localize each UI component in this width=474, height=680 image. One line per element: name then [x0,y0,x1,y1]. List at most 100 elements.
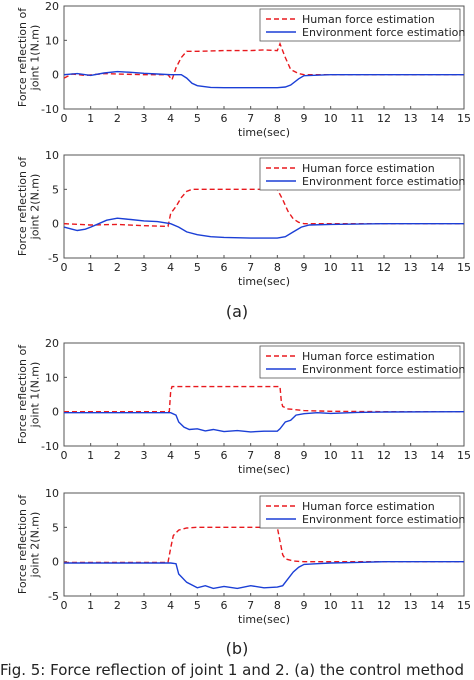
x-tick-label: 6 [221,261,228,274]
y-tick-label: -10 [41,440,59,453]
y-axis-label-line: joint 2(N.m) [28,512,41,579]
chart-1: 0 1 2 3 4 5 6 7 8 9 10 11 12 13 14 15-1001020time(sec)F… [16,0,471,139]
y-tick-label: -10 [41,103,59,116]
x-tick-label: 12 [377,599,391,612]
x-tick-label: 9 [301,112,308,125]
x-tick-label: 10 [324,449,338,462]
x-tick-label: 12 [377,449,391,462]
x-tick-label: 6 [221,599,228,612]
x-tick-label: 7 [247,449,254,462]
x-tick-label: 3 [141,261,148,274]
x-tick-label: 13 [404,599,418,612]
x-tick-label: 10 [324,599,338,612]
y-axis-label: Force reflection ofjoint 2(N.m) [16,494,42,594]
figure-caption: Fig. 5: Force reflection of joint 1 and … [0,661,464,679]
legend-label: Human force estimation [302,13,435,26]
x-tick-label: 7 [247,599,254,612]
x-tick-label: 11 [350,449,364,462]
x-tick-label: 4 [167,599,174,612]
legend-label: Environment force estimation [302,175,465,188]
x-tick-label: 8 [274,112,281,125]
chart-3: 0 1 2 3 4 5 6 7 8 9 10 11 12 13 14 15-1001020time(sec)F… [16,337,471,476]
chart-4: 0 1 2 3 4 5 6 7 8 9 10 11 12 13 14 15-50510time(sec)For… [16,487,471,626]
y-axis-label-line: joint 1(N.m) [28,362,41,429]
legend-label: Environment force estimation [302,513,465,526]
x-tick-label: 3 [141,449,148,462]
x-tick-label: 1 [87,112,94,125]
x-tick-label: 12 [377,261,391,274]
x-tick-label: 6 [221,112,228,125]
x-tick-label: 5 [194,449,201,462]
x-tick-label: 15 [457,449,471,462]
panel-a-label: (a) [226,302,248,321]
x-tick-label: 11 [350,261,364,274]
y-tick-label: 10 [45,149,59,162]
x-tick-label: 9 [301,599,308,612]
environment-force-line [64,561,464,590]
y-axis-label: Force reflection ofjoint 2(N.m) [16,156,42,256]
x-tick-label: 8 [274,599,281,612]
x-tick-label: 3 [141,112,148,125]
y-axis-label-line: joint 1(N.m) [28,25,41,92]
x-tick-label: 14 [430,112,444,125]
x-tick-label: 9 [301,261,308,274]
x-tick-label: 1 [87,449,94,462]
y-axis-label-line: Force reflection of [16,344,29,444]
human-force-line [64,385,464,413]
x-tick-label: 13 [404,112,418,125]
x-tick-label: 9 [301,449,308,462]
y-tick-label: 0 [52,556,59,569]
plots-layer: 0 1 2 3 4 5 6 7 8 9 10 11 12 13 14 15-1001020time(sec)F… [16,0,471,626]
x-axis-label: time(sec) [238,275,290,288]
x-tick-label: 6 [221,449,228,462]
x-tick-label: 5 [194,261,201,274]
x-tick-label: 5 [194,599,201,612]
y-tick-label: 0 [52,69,59,82]
x-tick-label: 1 [87,261,94,274]
human-force-line [63,41,464,82]
x-tick-label: 0 [61,112,68,125]
y-tick-label: 0 [52,218,59,231]
chart-2: 0 1 2 3 4 5 6 7 8 9 10 11 12 13 14 15-50510time(sec)For… [16,149,471,288]
x-axis-label: time(sec) [238,463,290,476]
x-tick-label: 2 [114,261,121,274]
legend-label: Human force estimation [302,500,435,513]
y-axis-label: Force reflection ofjoint 1(N.m) [16,344,42,444]
x-tick-label: 15 [457,261,471,274]
y-tick-label: 5 [52,521,59,534]
y-tick-label: -5 [48,590,59,603]
x-tick-label: 15 [457,599,471,612]
x-tick-label: 14 [430,599,444,612]
x-tick-label: 2 [114,599,121,612]
y-tick-label: 10 [45,371,59,384]
x-tick-label: 15 [457,112,471,125]
y-axis-label-line: Force reflection of [16,7,29,107]
legend-box [259,157,461,191]
x-tick-label: 0 [61,261,68,274]
y-tick-label: 10 [45,34,59,47]
x-tick-label: 10 [324,261,338,274]
legend-box [259,8,461,42]
x-tick-label: 8 [274,449,281,462]
environment-force-line [64,411,465,433]
y-axis-label: Force reflection ofjoint 1(N.m) [16,7,42,107]
x-tick-label: 11 [350,112,364,125]
y-tick-label: -5 [48,252,59,265]
x-tick-label: 12 [377,112,391,125]
legend-label: Human force estimation [302,162,435,175]
y-axis-label-line: joint 2(N.m) [28,174,41,241]
y-tick-label: 0 [52,406,59,419]
y-tick-label: 5 [52,183,59,196]
x-tick-label: 4 [167,261,174,274]
x-tick-label: 4 [167,112,174,125]
y-tick-label: 10 [45,487,59,500]
x-tick-label: 0 [61,449,68,462]
y-axis-label-line: Force reflection of [16,494,29,594]
panel-b-label: (b) [226,639,249,658]
legend-label: Environment force estimation [302,26,465,39]
y-tick-label: 20 [45,337,59,350]
environment-force-line [63,70,464,89]
x-tick-label: 4 [167,449,174,462]
